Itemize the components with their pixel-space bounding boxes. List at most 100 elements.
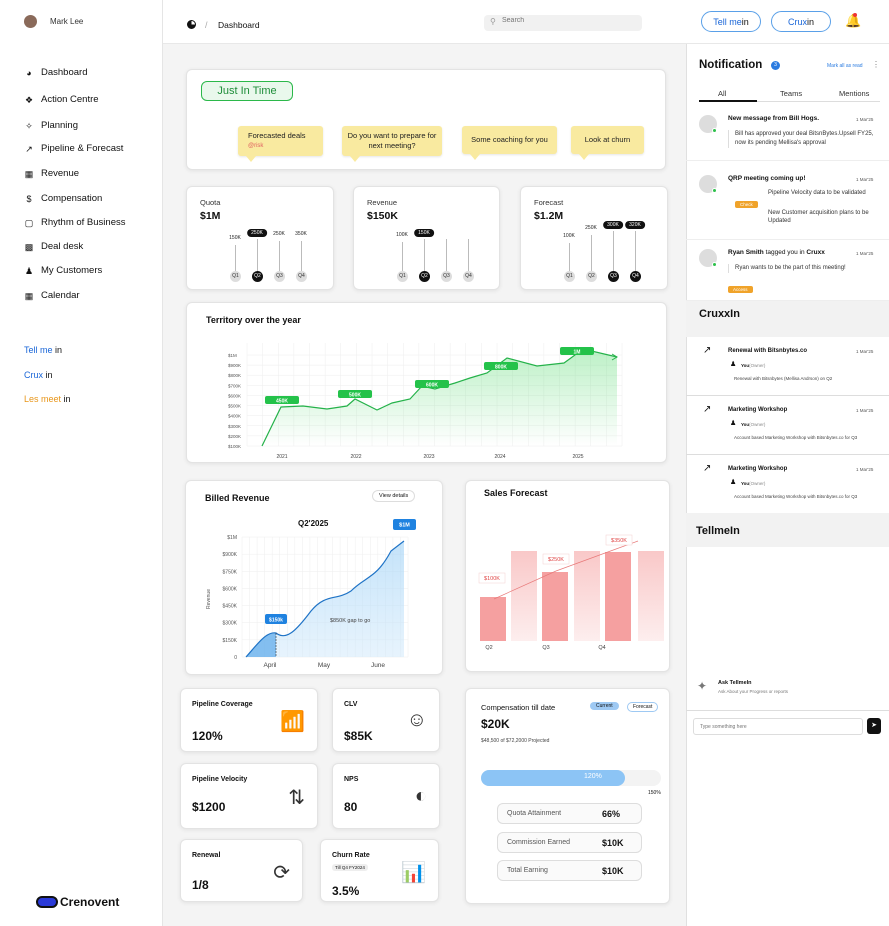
quarter-dot[interactable]: Q2: [586, 271, 597, 282]
nav-label: Dashboard: [41, 67, 88, 78]
x-tick: 2023: [423, 454, 434, 460]
period-label: Q2'2025: [298, 519, 329, 528]
notif-tab-mentions[interactable]: Mentions: [839, 89, 870, 98]
forecast-bg-bar: [574, 551, 600, 641]
quarter-dot[interactable]: Q3: [441, 271, 452, 282]
nav-item-revenue[interactable]: ▦ Revenue: [24, 168, 79, 179]
kpi-card-clv[interactable]: CLV $85K ☺: [332, 688, 440, 752]
quarter-card-quota[interactable]: Quota $1M 150K Q1 250K Q2 250K Q3 350K Q4: [186, 186, 334, 290]
quarter-dot[interactable]: Q1: [230, 271, 241, 282]
comp-row-value: 66%: [602, 809, 621, 819]
quarter-dot[interactable]: Q3: [608, 271, 619, 282]
y-tick: $1M: [228, 353, 237, 358]
kpi-value: 120%: [192, 729, 223, 743]
cruxx-owner: You(Owner): [741, 422, 765, 427]
side-link-1[interactable]: Crux in: [24, 370, 53, 380]
owner-name: You: [741, 363, 750, 368]
nav-item-rhythm-of-business[interactable]: ▢ Rhythm of Business: [24, 217, 126, 228]
quarter-dot[interactable]: Q4: [463, 271, 474, 282]
notif-tab-teams[interactable]: Teams: [780, 89, 803, 98]
tellme-label: Tell me: [713, 16, 742, 27]
stem: [613, 231, 614, 271]
stem-label: 300K: [603, 221, 623, 229]
send-button[interactable]: ➤: [867, 718, 881, 734]
nav-item-my-customers[interactable]: ♟ My Customers: [24, 265, 102, 276]
quarter-dot[interactable]: Q4: [296, 271, 307, 282]
stem: [402, 242, 403, 271]
side-link-0[interactable]: Tell me in: [24, 345, 62, 355]
x-tick: 2025: [572, 454, 583, 460]
card-title: Revenue: [367, 198, 398, 207]
cruxx-item-title[interactable]: Marketing Workshop: [728, 407, 788, 413]
y-tick: $400K: [228, 414, 241, 419]
cruxx-item-title[interactable]: Renewal with Bitsnbytes.co: [728, 348, 808, 354]
notif-action-button[interactable]: Check: [735, 201, 758, 208]
territory-badge: [415, 380, 449, 388]
kpi-card-renewal[interactable]: Renewal 1/8 ⟳: [180, 839, 303, 902]
note-coaching[interactable]: Some coaching for you: [462, 126, 557, 160]
owner-role: (Owner): [749, 363, 766, 368]
kpi-card-churn-rate[interactable]: Churn Rate Till Q4 FY2024 3.5% 📊: [320, 839, 439, 902]
quarter-dot[interactable]: Q2: [419, 271, 430, 282]
comp-progress-track: 120%: [481, 770, 661, 786]
arrow-icon: ↗: [703, 404, 712, 415]
avatar[interactable]: [24, 15, 37, 28]
notif-bullet: Pipeline Velocity data to be validated: [768, 190, 866, 196]
cruxx-item-title[interactable]: Marketing Workshop: [728, 466, 788, 472]
bell-icon[interactable]: 🔔: [845, 13, 862, 28]
quarter-card-forecast[interactable]: Forecast $1.2M 100K Q1 250K Q2 300K Q3 320K Q4: [520, 186, 668, 290]
nav-item-planning[interactable]: ✧ Planning: [24, 120, 78, 131]
quarter-dot[interactable]: Q1: [397, 271, 408, 282]
comp-row-label: Quota Attainment: [507, 810, 562, 817]
kpi-card-nps[interactable]: NPS 80 ◐: [332, 763, 440, 829]
quarter-dot[interactable]: Q4: [630, 271, 641, 282]
search-input[interactable]: [502, 17, 632, 24]
search-box[interactable]: ⚲: [484, 15, 642, 31]
quarter-dot[interactable]: Q1: [564, 271, 575, 282]
view-details-button[interactable]: View details: [372, 490, 416, 502]
more-icon[interactable]: ⋮: [872, 60, 880, 69]
y-tick: $100K: [228, 444, 241, 449]
notif-title-text: Ryan Smith: [728, 249, 764, 256]
x-tick: 2021: [276, 454, 287, 460]
notif-tab-all[interactable]: All: [718, 89, 727, 98]
comp-title: Compensation till date: [481, 703, 556, 712]
renewal-icon: ⟳: [273, 861, 290, 884]
note-prepare-meeting[interactable]: Do you want to prepare for next meeting?: [342, 126, 442, 162]
kpi-card-pipeline-coverage[interactable]: Pipeline Coverage 120% 📶: [180, 688, 318, 752]
bell-badge: [853, 13, 857, 17]
x-tick: April: [263, 662, 277, 669]
note-forecasted-deals[interactable]: Forecasted deals @risk: [238, 126, 323, 162]
tellme-button[interactable]: Tell me in: [701, 11, 761, 32]
nav-item-dashboard[interactable]: ◕ Dashboard: [24, 67, 87, 78]
kpi-title: Churn Rate: [332, 852, 370, 859]
kpi-card-pipeline-velocity[interactable]: Pipeline Velocity $1200 ⇅: [180, 763, 318, 829]
tellme-input[interactable]: [693, 718, 863, 735]
just-in-time-card: Just In Time Forecasted deals @risk Do yo…: [186, 69, 666, 170]
nav-item-deal-desk[interactable]: ▩ Deal desk: [24, 241, 84, 252]
nav-item-action-centre[interactable]: ❖ Action Centre: [24, 94, 99, 105]
x-tick: 2024: [494, 454, 505, 460]
nav-item-compensation[interactable]: $ Compensation: [24, 193, 102, 204]
quarter-card-revenue[interactable]: Revenue $150K 100K Q1 150K Q2 Q3 Q4: [353, 186, 500, 290]
nav-item-pipeline-forecast[interactable]: ↗ Pipeline & Forecast: [24, 143, 123, 154]
chart-title: Sales Forecast: [484, 488, 548, 498]
crux-button[interactable]: Crux in: [771, 11, 831, 32]
quarter-dot[interactable]: Q2: [252, 271, 263, 282]
nav-item-calendar[interactable]: ▦ Calendar: [24, 290, 80, 301]
notif-ref[interactable]: Cruxx: [806, 249, 825, 256]
brand-name: Crenovent: [60, 895, 120, 909]
notif-action-button[interactable]: Access: [728, 286, 753, 293]
notification-title: Notification: [699, 59, 763, 71]
stem-label: 100K: [563, 233, 575, 239]
forecast-bg-bar: [638, 551, 664, 641]
breadcrumb-page[interactable]: Dashboard: [218, 20, 260, 30]
note-churn[interactable]: Look at churn: [571, 126, 644, 160]
side-link-2[interactable]: Les meet in: [24, 394, 71, 404]
tab-forecast[interactable]: Forecast: [627, 702, 659, 712]
tab-current[interactable]: Current: [590, 702, 619, 710]
nav-label: Planning: [41, 120, 78, 131]
mark-all-read-link[interactable]: Mark all as read: [827, 63, 863, 69]
y-tick: $900K: [228, 363, 241, 368]
quarter-dot[interactable]: Q3: [274, 271, 285, 282]
